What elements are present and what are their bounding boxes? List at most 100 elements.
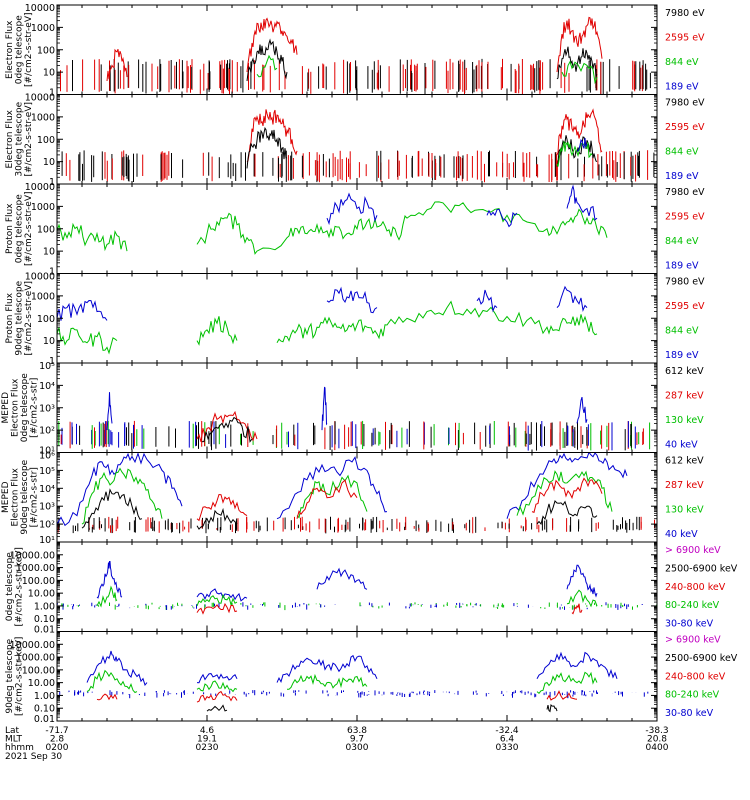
series-line (96, 561, 123, 599)
legend-entry: 7980 eV (665, 187, 705, 198)
series-line (256, 54, 278, 78)
series-line (57, 222, 128, 252)
y-tick-label: 10000 (25, 93, 55, 104)
y-tick-label: 10⁶ (39, 451, 55, 462)
legend-entry: 40 keV (665, 440, 698, 451)
y-tick-label: 100.00 (22, 665, 55, 676)
legend-entry: 80-240 keV (665, 600, 720, 611)
y-tick-label: 10 (43, 247, 55, 258)
y-axis-label: [#/cm2-s-str-keV] (15, 637, 25, 716)
y-tick-label: 10² (39, 520, 55, 531)
series-line (96, 693, 118, 701)
y-axis-label: Proton Flux (5, 203, 15, 254)
legend-entry: 40 keV (665, 529, 698, 540)
legend-entry: 844 eV (665, 326, 699, 337)
plot-area (57, 452, 655, 534)
y-tick-label: 10 (43, 157, 55, 168)
legend-entry: 130 keV (665, 505, 704, 516)
series-line (556, 285, 588, 312)
y-tick-label: 100 (37, 135, 55, 146)
y-tick-label: 1 (49, 88, 55, 99)
y-tick-label: 1000.00 (16, 653, 55, 664)
y-axis-label: 0deg telescope (20, 373, 30, 443)
legend-entry: 30-80 keV (665, 708, 714, 719)
y-axis-label: Electron Flux (5, 20, 15, 79)
x-row-label: MLT (5, 735, 23, 745)
y-tick-label: 10.00 (28, 589, 55, 600)
legend-entry: 30-80 keV (665, 619, 714, 630)
plot-area (59, 650, 649, 713)
legend-entry: 2595 eV (665, 122, 705, 133)
x-tick-mlt: 6.4 (500, 735, 515, 745)
y-tick-label: 10¹ (39, 535, 55, 546)
x-tick-lat: 63.8 (347, 726, 367, 736)
series-line (57, 452, 183, 527)
y-tick-label: 0.01 (34, 714, 55, 725)
series-line (546, 703, 558, 713)
series-line (566, 184, 598, 221)
y-tick-label: 1000 (31, 291, 55, 302)
y-tick-label: 1000 (31, 23, 55, 34)
x-tick-lat: -71.7 (45, 726, 68, 736)
legend-entry: 2500-6900 keV (665, 653, 738, 664)
legend-entry: 189 eV (665, 261, 699, 272)
y-axis-label: 90deg telescope (5, 638, 15, 713)
series-line (536, 651, 618, 680)
series-line (57, 299, 108, 321)
legend-entry: 7980 eV (665, 98, 705, 109)
series-line (196, 673, 238, 684)
series-line (576, 396, 588, 424)
series-line (246, 38, 288, 82)
y-tick-label: 100 (37, 224, 55, 235)
y-tick-label: 10⁵ (39, 361, 55, 372)
panel-meped-e-90: 10¹ 10² 10³ 10⁴ 10⁵ 10⁶ MEPED Electron Flux 90de… (1, 451, 704, 547)
x-tick-lat: 4.6 (200, 726, 215, 736)
series-line (196, 410, 258, 443)
y-tick-label: 1 (49, 177, 55, 188)
legend-entry: 844 eV (665, 147, 699, 158)
y-axis-label: 90deg telescope (15, 280, 25, 355)
y-axis-label: [#/cm2-s-str-eV] (24, 281, 34, 356)
x-row-label: hhmm (5, 743, 34, 753)
legend-entry: 2595 eV (665, 33, 705, 44)
y-tick-label: 100 (37, 45, 55, 56)
series-line (476, 289, 498, 313)
series-line (566, 564, 598, 598)
x-tick-mlt: 9.7 (350, 735, 364, 745)
y-tick-label: 1000.00 (16, 563, 55, 574)
y-tick-label: 10.00 (28, 678, 55, 689)
legend-entry: 287 keV (665, 391, 704, 402)
series-line (536, 671, 598, 695)
y-tick-label: 100 (37, 314, 55, 325)
y-axis-label: [#/cm2-s-str] (30, 378, 40, 438)
y-axis-label: [#/cm2-s-str-eV] (24, 12, 34, 87)
y-axis-label: [#/cm2-s-str] (30, 467, 40, 527)
y-tick-label: 0.10 (34, 614, 55, 625)
x-tick-mlt: 2.8 (50, 735, 65, 745)
x-tick-hhmm: 0300 (346, 743, 369, 753)
series-line (196, 316, 238, 346)
x-tick-hhmm: 0200 (46, 743, 69, 753)
y-axis-label: MEPED (1, 392, 11, 424)
series-line (296, 474, 368, 519)
y-axis-label: 0deg telescope (15, 194, 25, 264)
legend-entry: 7980 eV (665, 277, 705, 288)
panel-ted-p-90: 1 10 100 1000 10000 Proton Flux 90deg telescop… (5, 272, 705, 368)
x-tick-hhmm: 0330 (496, 743, 519, 753)
y-axis-label: Electron Flux (5, 109, 15, 168)
series-line (296, 479, 358, 519)
series-line (81, 467, 163, 525)
legend-entry: 189 eV (665, 171, 699, 182)
series-line (246, 17, 298, 73)
legend-entry: 7980 eV (665, 8, 705, 19)
plot-area (58, 386, 651, 451)
series-line (86, 669, 138, 694)
legend-entry: 844 eV (665, 57, 699, 68)
series-line (536, 500, 598, 526)
y-tick-label: 10¹ (39, 446, 55, 457)
y-axis-label: 0deg telescope (15, 15, 25, 85)
legend-entry: 240-800 keV (665, 671, 726, 682)
